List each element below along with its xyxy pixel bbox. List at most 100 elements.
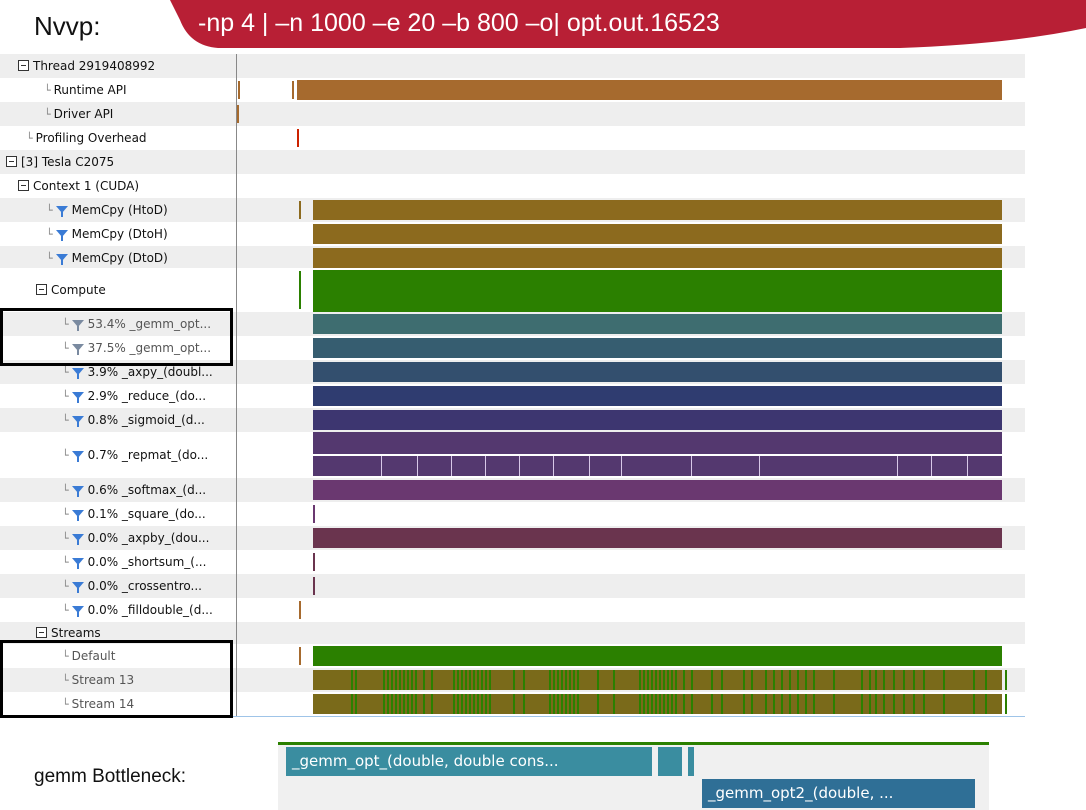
tree-row[interactable]: [3] Tesla C2075: [0, 150, 236, 174]
compute-tick[interactable]: [299, 271, 301, 309]
crossentropy-kernel-tick[interactable]: [313, 577, 315, 595]
sigmoid-kernel-bar[interactable]: [313, 410, 1002, 430]
stream-kernel-mark: [513, 694, 515, 714]
memcpy-tick[interactable]: [299, 201, 301, 219]
tree-row[interactable]: └ 0.1% _square_(do...: [0, 502, 236, 526]
filter-icon[interactable]: [71, 451, 84, 462]
runtime-api-tick[interactable]: [238, 81, 240, 99]
timeline-lane[interactable]: [237, 502, 1025, 526]
tree-row[interactable]: └ Stream 13: [0, 668, 236, 692]
tree-elbow-icon: └: [62, 556, 69, 569]
timeline-lane[interactable]: [237, 54, 1025, 78]
gemm-opt-kernel-bar[interactable]: [313, 338, 1002, 358]
tree-row[interactable]: └ Driver API: [0, 102, 236, 126]
axpby-kernel-bar[interactable]: [313, 528, 1002, 548]
driver-api-tick[interactable]: [237, 105, 239, 123]
gemm-opt-bar[interactable]: _gemm_opt_(double, double cons...: [286, 747, 652, 776]
timeline-lane[interactable]: [237, 550, 1025, 574]
tree-elbow-icon: └: [62, 508, 69, 521]
collapse-toggle-icon[interactable]: [36, 284, 47, 295]
gemm-opt-kernel-bar[interactable]: [313, 314, 1002, 334]
square-kernel-tick[interactable]: [313, 505, 315, 523]
tree-row[interactable]: └ MemCpy (HtoD): [0, 198, 236, 222]
timeline-lane[interactable]: [237, 622, 1025, 644]
tree-row[interactable]: └ 0.0% _crossentro...: [0, 574, 236, 598]
tree-row[interactable]: └ 0.8% _sigmoid_(d...: [0, 408, 236, 432]
axpy-kernel-bar[interactable]: [313, 362, 1002, 382]
memcpy-dtod-bar[interactable]: [313, 248, 1002, 268]
filter-icon[interactable]: [71, 368, 84, 379]
tree-row[interactable]: Compute: [0, 268, 236, 312]
filter-icon[interactable]: [71, 320, 84, 331]
memcpy-htod-bar[interactable]: [313, 200, 1002, 220]
filter-icon[interactable]: [71, 486, 84, 497]
tree-row[interactable]: └ 0.0% _shortsum_(...: [0, 550, 236, 574]
gemm-opt-sliver[interactable]: [688, 747, 694, 776]
collapse-toggle-icon[interactable]: [18, 60, 29, 71]
tree-row[interactable]: └ 2.9% _reduce_(do...: [0, 384, 236, 408]
shortsum-kernel-tick[interactable]: [313, 553, 315, 571]
filldouble-kernel-tick[interactable]: [299, 601, 301, 619]
filter-icon[interactable]: [71, 606, 84, 617]
tree-row[interactable]: └ 53.4% _gemm_opt...: [0, 312, 236, 336]
filter-icon[interactable]: [55, 230, 68, 241]
runtime-api-tick[interactable]: [292, 81, 294, 99]
timeline-lanes[interactable]: [237, 54, 1025, 716]
gemm-opt-small-bar[interactable]: [658, 747, 682, 776]
repmat-kernel-bar[interactable]: [313, 432, 1002, 454]
profiling-overhead-tick[interactable]: [297, 129, 299, 147]
tree-row[interactable]: └ Runtime API: [0, 78, 236, 102]
app-label: Nvvp:: [34, 11, 101, 41]
timeline-lane[interactable]: [237, 126, 1025, 150]
timeline-lane[interactable]: [237, 150, 1025, 174]
tree-row[interactable]: └ 37.5% _gemm_opt...: [0, 336, 236, 360]
compute-bar[interactable]: [313, 270, 1002, 312]
timeline-lane[interactable]: [237, 598, 1025, 622]
tree-row[interactable]: └ Stream 14: [0, 692, 236, 716]
filter-icon[interactable]: [71, 344, 84, 355]
filter-icon[interactable]: [71, 416, 84, 427]
default-stream-tick[interactable]: [299, 647, 301, 665]
stream-kernel-mark: [569, 670, 571, 690]
stream-kernel-mark: [407, 670, 409, 690]
filter-icon[interactable]: [55, 254, 68, 265]
filter-icon[interactable]: [71, 558, 84, 569]
tree-row[interactable]: Thread 2919408992: [0, 54, 236, 78]
timeline-lane[interactable]: [237, 102, 1025, 126]
tree-row[interactable]: └ 0.6% _softmax_(d...: [0, 478, 236, 502]
tree-row[interactable]: └ 0.0% _axpby_(dou...: [0, 526, 236, 550]
memcpy-dtoh-bar[interactable]: [313, 224, 1002, 244]
tree-row[interactable]: └ Profiling Overhead: [0, 126, 236, 150]
repmat-segments-bar[interactable]: [313, 456, 1002, 476]
timeline-lane[interactable]: [237, 574, 1025, 598]
filter-icon[interactable]: [71, 510, 84, 521]
tree-row[interactable]: Streams: [0, 622, 236, 644]
tree-row[interactable]: Context 1 (CUDA): [0, 174, 236, 198]
stream-kernel-mark: [431, 670, 433, 690]
stream-bar[interactable]: [313, 670, 1007, 690]
tree-row[interactable]: └ 0.0% _filldouble_(d...: [0, 598, 236, 622]
filter-icon[interactable]: [71, 582, 84, 593]
softmax-kernel-bar[interactable]: [313, 480, 1002, 500]
timeline-lane[interactable]: [237, 174, 1025, 198]
gemm-opt2-bar[interactable]: _gemm_opt2_(double, ...: [702, 779, 975, 808]
reduce-kernel-bar[interactable]: [313, 386, 1002, 406]
filter-icon[interactable]: [71, 534, 84, 545]
runtime-api-bar[interactable]: [297, 80, 1002, 100]
stream-kernel-mark: [893, 670, 895, 690]
filter-icon[interactable]: [71, 392, 84, 403]
pane-divider[interactable]: [236, 54, 237, 716]
collapse-toggle-icon[interactable]: [6, 156, 17, 167]
repmat-segment-divider: [967, 456, 968, 476]
tree-row-label: Context 1 (CUDA): [33, 179, 140, 193]
default-stream-bar[interactable]: [313, 646, 1002, 666]
tree-row[interactable]: └ MemCpy (DtoD): [0, 246, 236, 270]
collapse-toggle-icon[interactable]: [36, 627, 47, 638]
tree-row[interactable]: └ Default: [0, 644, 236, 668]
stream-bar[interactable]: [313, 694, 1007, 714]
tree-row[interactable]: └ 0.7% _repmat_(do...: [0, 432, 236, 478]
stream-kernel-mark: [549, 694, 551, 714]
filter-icon[interactable]: [55, 206, 68, 217]
collapse-toggle-icon[interactable]: [18, 180, 29, 191]
tree-row[interactable]: └ MemCpy (DtoH): [0, 222, 236, 246]
